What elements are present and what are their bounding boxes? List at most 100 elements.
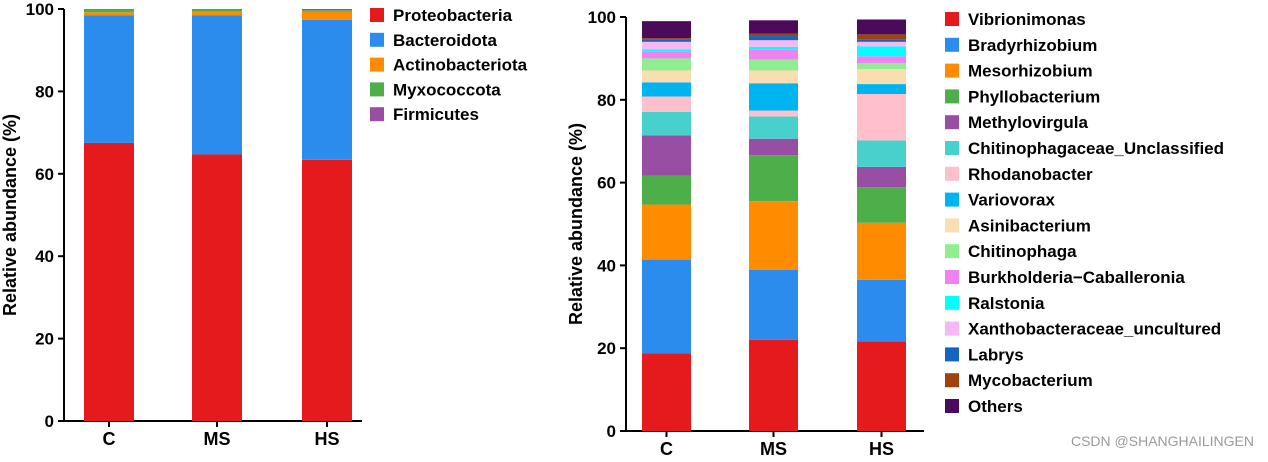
legend-label: Mycobacterium <box>968 371 1093 390</box>
bar-segment <box>84 142 134 421</box>
x-tick-label: C <box>103 429 116 449</box>
bar-segment <box>302 159 352 422</box>
bar-segment <box>857 94 906 141</box>
x-tick-label: HS <box>314 429 339 449</box>
legend-swatch <box>945 244 959 259</box>
legend-swatch <box>945 115 959 130</box>
phylum-chart: 0 20 40 60 80 100 Relative abundance (%) C MS HS P… <box>0 0 528 449</box>
legend-label: Others <box>968 397 1023 416</box>
y-tick-label: 100 <box>26 0 54 19</box>
legend-swatch <box>945 399 959 413</box>
bar-segment <box>84 15 134 143</box>
legend-label: Bacteroidota <box>393 31 497 50</box>
bar-segment <box>749 155 798 202</box>
x-tick-label: C <box>660 439 673 457</box>
bar-segment <box>749 49 798 60</box>
legend-swatch <box>945 89 959 104</box>
bar-segment <box>749 46 798 50</box>
legend-label: Xanthobacteraceae_uncultured <box>968 320 1221 339</box>
legend-label: Methylovirgula <box>968 113 1089 132</box>
bar-segment <box>302 10 352 12</box>
legend-label: Firmicutes <box>393 105 479 124</box>
legend-label: Variovorax <box>968 191 1055 210</box>
legend-label: Asinibacterium <box>968 216 1091 235</box>
legend-swatch <box>370 32 384 47</box>
legend-label: Ralstonia <box>968 294 1045 313</box>
legend-swatch <box>945 141 959 155</box>
bar-segment <box>749 59 798 71</box>
bar-segment <box>857 39 906 42</box>
bar-segment <box>192 15 242 155</box>
bar-segment <box>192 11 242 16</box>
y-tick-label: 0 <box>45 412 54 431</box>
bar-segment <box>642 353 691 431</box>
bar-segment <box>857 166 906 188</box>
bar-segment <box>857 341 906 431</box>
bar-segment <box>857 69 906 85</box>
bar-segment <box>642 39 691 42</box>
bar-segment <box>302 19 352 160</box>
legend-swatch <box>945 166 959 181</box>
y-tick-label: 80 <box>35 82 54 101</box>
bar-segment <box>84 9 134 10</box>
y-tick-label: 40 <box>597 256 616 275</box>
legend-swatch <box>370 8 384 22</box>
legend-label: Bradyrhizobium <box>968 36 1097 55</box>
legend-swatch <box>945 63 959 78</box>
bar-segment <box>84 9 134 13</box>
legend-swatch <box>945 192 959 207</box>
bar-segment <box>857 19 906 35</box>
bar-segment <box>857 187 906 223</box>
legend-label: Burkholderia−Caballeronia <box>968 268 1185 287</box>
legend-label: Actinobacteriota <box>393 56 528 75</box>
legend-label: Proteobacteria <box>393 6 513 25</box>
bar-segment <box>642 49 691 52</box>
bar-segment <box>642 70 691 83</box>
legend-swatch <box>945 347 959 362</box>
legend-label: Myxococcota <box>393 80 501 99</box>
bar-segment <box>302 11 352 20</box>
bar-segment <box>857 56 906 63</box>
legend-swatch <box>370 82 384 97</box>
legend-label: Mesorhizobium <box>968 62 1093 81</box>
y-axis-label: Relative abundance (%) <box>0 114 20 316</box>
legend-label: Phyllobacterium <box>968 87 1100 106</box>
legend-label: Rhodanobacter <box>968 165 1093 184</box>
bar-segment <box>642 58 691 71</box>
y-tick-label: 60 <box>597 174 616 193</box>
bar-segment <box>302 9 352 11</box>
y-axis-label: Relative abundance (%) <box>566 123 586 325</box>
y-tick-label: 0 <box>607 422 616 441</box>
bar-segment <box>749 36 798 41</box>
legend-swatch <box>945 321 959 336</box>
y-tick-label: 100 <box>588 8 616 27</box>
bar-segment <box>857 279 906 342</box>
bar-segment <box>857 84 906 95</box>
bar-segment <box>749 110 798 117</box>
bar-segment <box>642 135 691 176</box>
bar-segment <box>749 20 798 34</box>
bar-segment <box>857 34 906 40</box>
legend-label: Chitinophaga <box>968 242 1077 261</box>
bar-segment <box>749 138 798 156</box>
watermark: CSDN @SHANGHAILINGEN <box>1071 433 1254 449</box>
bar-segment <box>192 9 242 12</box>
bar-segment <box>749 83 798 111</box>
bar-segment <box>642 41 691 50</box>
legend-swatch <box>945 12 959 26</box>
legend-label: Vibrionimonas <box>968 10 1086 29</box>
bar-segment <box>642 111 691 136</box>
bar-segment <box>857 41 906 47</box>
bar-segment <box>749 201 798 270</box>
bar-segment <box>749 40 798 47</box>
bar-segment <box>642 175 691 205</box>
bar-segment <box>749 33 798 37</box>
legend-label: Labrys <box>968 345 1024 364</box>
legend-swatch <box>945 37 959 52</box>
genus-chart: 0 20 40 60 80 100 Relative abundance (%) C MS HS V… <box>566 8 1224 459</box>
bar-segment <box>857 140 906 167</box>
legend-swatch <box>945 218 959 233</box>
bar-segment <box>642 82 691 97</box>
